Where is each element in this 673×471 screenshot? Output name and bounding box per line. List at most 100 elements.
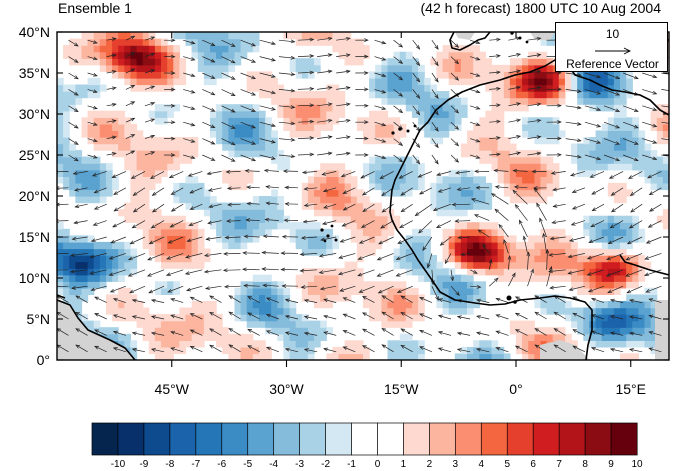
anomaly-cell: [265, 301, 272, 309]
anomaly-cell: [185, 32, 193, 40]
wind-vector: [565, 138, 581, 142]
anomaly-cell: [112, 333, 119, 341]
anomaly-cell: [516, 91, 523, 99]
wind-vector: [628, 171, 643, 179]
anomaly-cell: [154, 38, 162, 46]
wind-vector-head: [360, 174, 366, 179]
anomaly-cell: [240, 176, 248, 184]
anomaly-cell: [473, 182, 480, 191]
anomaly-cell: [436, 97, 444, 105]
anomaly-cell: [69, 241, 76, 250]
anomaly-cell: [301, 117, 309, 125]
wind-vector: [436, 220, 452, 228]
latitude-label: 40°N: [18, 24, 50, 40]
anomaly-cell: [473, 248, 480, 256]
wind-vector-head: [473, 214, 479, 218]
anomaly-cell: [326, 196, 333, 204]
latitude-label: 0°: [36, 352, 50, 368]
anomaly-cell: [81, 45, 89, 53]
anomaly-cell: [75, 268, 83, 276]
anomaly-cell: [118, 209, 125, 217]
wind-vector: [374, 39, 386, 44]
anomaly-cell: [173, 71, 180, 79]
anomaly-cell: [191, 222, 199, 230]
wind-vector-head: [170, 207, 176, 212]
anomaly-cell: [632, 327, 639, 335]
wind-vector-head: [345, 69, 351, 74]
anomaly-cell: [620, 104, 627, 112]
wind-vector-head: [596, 91, 602, 95]
anomaly-cell: [63, 261, 70, 269]
wind-vector-head: [228, 328, 234, 333]
wind-vector: [125, 52, 135, 57]
anomaly-cell: [442, 91, 450, 99]
anomaly-cell: [81, 189, 89, 197]
anomaly-cell: [240, 209, 248, 217]
anomaly-cell: [271, 281, 278, 289]
anomaly-cell: [216, 320, 223, 328]
anomaly-cell: [118, 241, 125, 250]
anomaly-cell: [314, 228, 321, 236]
anomaly-cell: [295, 97, 303, 105]
anomaly-cell: [589, 97, 597, 105]
anomaly-cell: [620, 71, 627, 79]
anomaly-cell: [136, 45, 144, 53]
wind-vector: [571, 220, 586, 226]
wind-vector-head: [552, 187, 557, 192]
anomaly-cell: [234, 294, 242, 302]
anomaly-cell: [179, 182, 187, 191]
anomaly-cell: [454, 222, 462, 230]
wind-vector: [114, 203, 127, 212]
wind-vector-head: [280, 251, 286, 256]
anomaly-cell: [601, 268, 609, 276]
wind-vector: [527, 103, 541, 107]
colorbar-box: [221, 422, 249, 456]
anomaly-cell: [320, 123, 327, 131]
anomaly-cell: [442, 189, 450, 197]
anomaly-cell: [601, 327, 609, 335]
anomaly-cell: [69, 169, 76, 177]
wind-vector: [183, 138, 195, 143]
anomaly-cell: [185, 340, 193, 348]
anomaly-cell: [479, 182, 486, 191]
wind-vector-head: [320, 237, 326, 242]
anomaly-cell: [350, 202, 358, 210]
anomaly-cell: [424, 77, 431, 86]
wind-vector: [240, 105, 256, 112]
anomaly-cell: [142, 333, 150, 341]
wind-vector: [264, 169, 279, 172]
anomaly-cell: [87, 268, 95, 276]
anomaly-cell: [467, 307, 474, 315]
anomaly-cell: [479, 71, 486, 79]
wind-vector: [450, 285, 460, 296]
anomaly-cell: [632, 156, 639, 164]
wind-vector: [508, 273, 516, 287]
wind-vector: [415, 203, 433, 216]
anomaly-cell: [418, 91, 425, 99]
wind-vector: [412, 39, 420, 50]
anomaly-cell: [271, 196, 278, 204]
anomaly-cell: [63, 274, 70, 282]
anomaly-cell: [662, 222, 669, 230]
anomaly-cell: [142, 64, 150, 72]
anomaly-cell: [399, 163, 407, 171]
anomaly-cell: [601, 84, 609, 92]
wind-vector: [259, 89, 276, 94]
anomaly-cell: [216, 71, 223, 79]
anomaly-cell: [252, 287, 260, 295]
anomaly-cell: [124, 137, 131, 145]
wind-vector-head: [271, 41, 276, 46]
wind-vector-head: [230, 157, 236, 162]
wind-vector-head: [542, 232, 546, 238]
anomaly-cell: [197, 301, 205, 309]
wind-vector-head: [548, 252, 554, 257]
anomaly-cell: [558, 91, 566, 99]
anomaly-cell: [405, 156, 413, 164]
wind-vector-head: [112, 297, 118, 302]
anomaly-cell: [607, 320, 615, 328]
anomaly-cell: [93, 45, 101, 53]
wind-vector-head: [208, 204, 214, 209]
anomaly-cell: [344, 281, 352, 289]
wind-vector: [221, 72, 236, 80]
anomaly-cell: [528, 64, 535, 72]
